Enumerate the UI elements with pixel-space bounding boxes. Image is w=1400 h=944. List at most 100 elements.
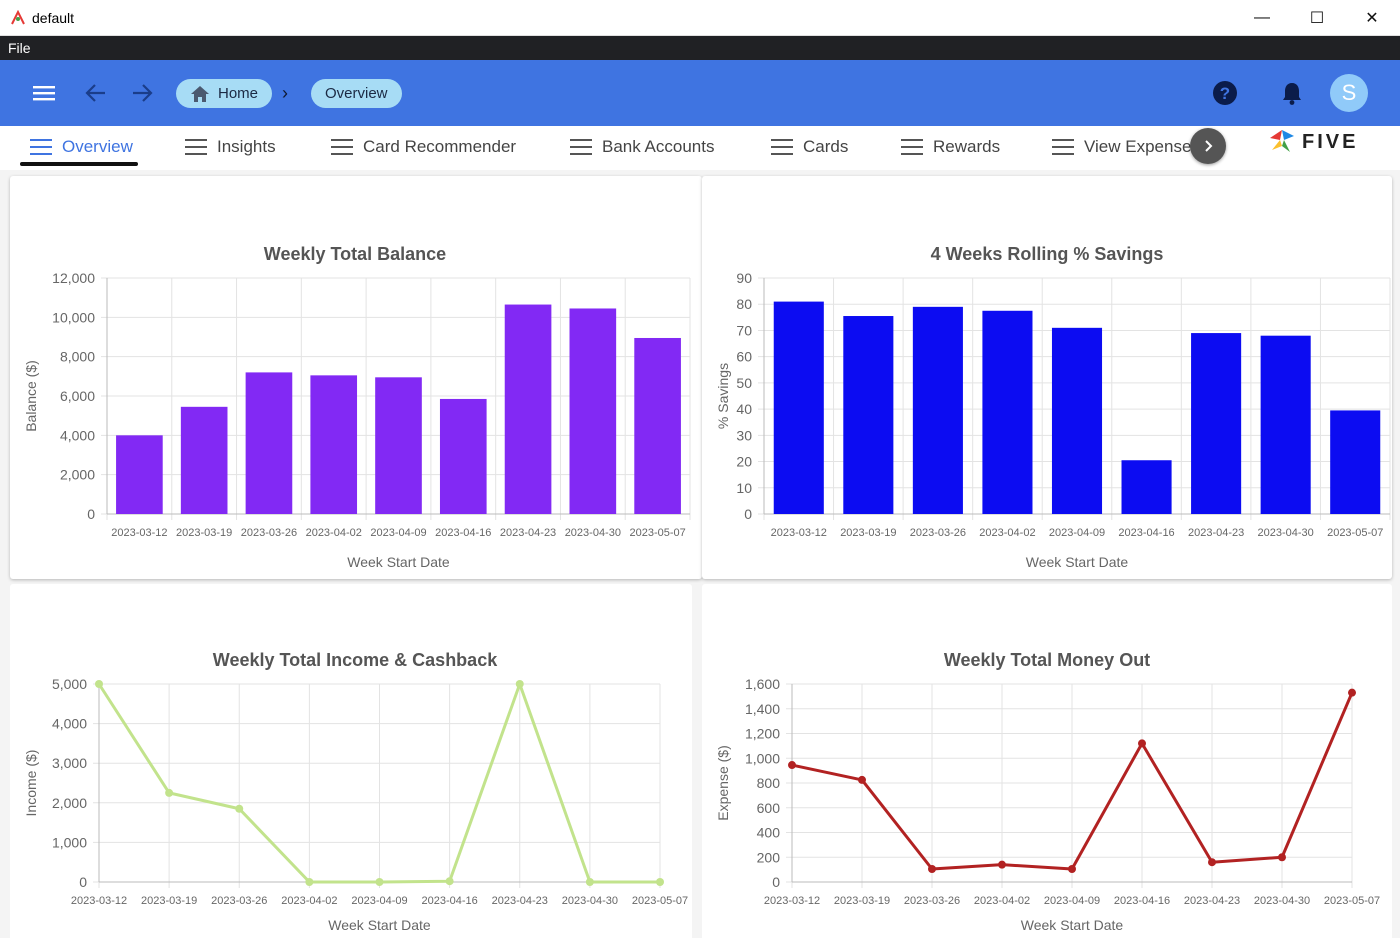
x-tick-label: 2023-05-07 [632, 895, 688, 907]
chart-title: Weekly Total Money Out [944, 650, 1150, 670]
chart-card-savings: 0 10 20 30 40 50 60 70 80 90 2023-03-12 2023-03-19 2… [702, 176, 1392, 579]
savings-chart: 0 10 20 30 40 50 60 70 80 90 2023-03-12 2023-03-19 2… [715, 244, 1391, 570]
menu-button[interactable] [22, 60, 66, 126]
tab-view-expenses[interactable]: View Expenses [1052, 126, 1200, 168]
y-tick-label: 1,000 [52, 834, 87, 850]
bar [843, 316, 894, 514]
y-tick-label: 6,000 [60, 388, 95, 404]
y-tick-label: 90 [736, 270, 752, 286]
x-tick-label: 2023-03-26 [211, 895, 267, 907]
x-tick-label: 2023-04-23 [492, 895, 548, 907]
tab-label: Rewards [933, 137, 1001, 156]
y-axis-label: % Savings [715, 363, 731, 429]
hamburger-icon [33, 86, 55, 101]
breadcrumb-overview[interactable]: Overview [311, 79, 402, 108]
bar [504, 304, 552, 514]
forward-button[interactable] [126, 60, 158, 126]
y-tick-label: 4,000 [52, 716, 87, 732]
x-tick-label: 2023-05-07 [1327, 527, 1383, 539]
tab-card-recommender[interactable]: Card Recommender [331, 126, 516, 168]
close-button[interactable]: ✕ [1365, 10, 1379, 27]
y-tick-label: 50 [736, 375, 752, 391]
data-point [305, 878, 314, 886]
bar [375, 377, 422, 514]
bar [1191, 333, 1242, 514]
y-tick-label: 1,200 [745, 726, 780, 742]
bar [1330, 410, 1381, 514]
menu-file[interactable]: File [8, 40, 31, 56]
tab-cards[interactable]: Cards [771, 126, 848, 168]
chart-card-income: 0 1,000 2,000 3,000 4,000 5,000 2023-03-12 2023… [10, 584, 692, 944]
data-point [1208, 858, 1216, 867]
x-tick-label: 2023-04-09 [1049, 527, 1105, 539]
bar [1051, 327, 1103, 514]
list-icon [30, 139, 52, 155]
x-tick-label: 2023-03-19 [141, 895, 197, 907]
list-icon [901, 139, 923, 155]
data-point [1138, 739, 1146, 748]
y-tick-label: 1,000 [745, 750, 780, 766]
data-point [1068, 865, 1076, 874]
back-button[interactable] [80, 60, 112, 126]
breadcrumb-home[interactable]: Home [176, 79, 273, 108]
tab-rewards[interactable]: Rewards [901, 126, 1000, 168]
x-tick-label: 2023-05-07 [629, 527, 685, 539]
x-axis-label: Week Start Date [347, 554, 450, 570]
chart-title: Weekly Total Income & Cashback [213, 650, 498, 670]
x-tick-label: 2023-03-12 [771, 527, 827, 539]
data-point [1348, 688, 1356, 697]
avatar[interactable]: S [1330, 74, 1368, 112]
chart-title: Weekly Total Balance [264, 244, 446, 264]
y-axis-label: Expense ($) [715, 745, 731, 820]
minimize-button[interactable]: — [1254, 9, 1270, 26]
x-tick-label: 2023-03-19 [176, 527, 232, 539]
help-button[interactable]: ? [1206, 60, 1244, 126]
help-glyph: ? [1220, 84, 1230, 103]
tab-bar: Overview Insights Card Recommender Bank … [0, 126, 1400, 170]
tab-label: Overview [62, 137, 133, 156]
y-tick-label: 4,000 [60, 427, 95, 443]
data-point [858, 775, 866, 784]
y-tick-label: 20 [736, 454, 752, 470]
x-tick-label: 2023-04-02 [306, 527, 362, 539]
y-tick-label: 0 [772, 874, 780, 890]
y-axis-label: Income ($) [23, 750, 39, 817]
x-tick-label: 2023-05-07 [1324, 895, 1380, 907]
x-tick-label: 2023-04-09 [351, 895, 407, 907]
arrow-left-icon [85, 84, 105, 102]
data-point [998, 860, 1006, 869]
y-tick-label: 2,000 [52, 795, 87, 811]
maximize-button[interactable]: ☐ [1309, 10, 1325, 27]
tab-label: Insights [217, 137, 276, 156]
notifications-button[interactable] [1274, 60, 1310, 126]
tab-overview[interactable]: Overview [30, 126, 133, 168]
x-tick-label: 2023-04-23 [1188, 527, 1244, 539]
tab-label: Cards [803, 137, 849, 156]
help-icon: ? [1213, 81, 1237, 105]
tab-bank-accounts[interactable]: Bank Accounts [570, 126, 714, 168]
x-tick-label: 2023-04-23 [500, 527, 556, 539]
y-tick-label: 70 [736, 322, 752, 338]
x-tick-label: 2023-03-12 [71, 895, 127, 907]
tab-insights[interactable]: Insights [185, 126, 276, 168]
x-axis-label: Week Start Date [1021, 917, 1124, 933]
bar [116, 435, 163, 514]
x-tick-label: 2023-03-26 [904, 895, 960, 907]
x-tick-label: 2023-04-16 [421, 895, 477, 907]
y-tick-label: 8,000 [60, 349, 95, 365]
window-titlebar: default — ☐ ✕ [0, 0, 1400, 36]
bar [439, 398, 487, 514]
data-point [235, 804, 244, 813]
tab-scroll-right-button[interactable] [1190, 128, 1226, 164]
y-tick-label: 80 [736, 296, 752, 312]
bar [982, 310, 1033, 514]
app-logo-icon [11, 9, 25, 24]
x-tick-label: 2023-04-09 [1044, 895, 1100, 907]
list-icon [771, 139, 793, 155]
data-point [515, 680, 524, 688]
chart-card-expense: 0 200 400 600 800 1,000 1,200 1,400 1,600 2023-03… [702, 584, 1392, 944]
y-tick-label: 10 [736, 480, 752, 496]
menubar: File [0, 36, 1400, 60]
x-tick-label: 2023-04-09 [370, 527, 426, 539]
list-icon [185, 139, 207, 155]
